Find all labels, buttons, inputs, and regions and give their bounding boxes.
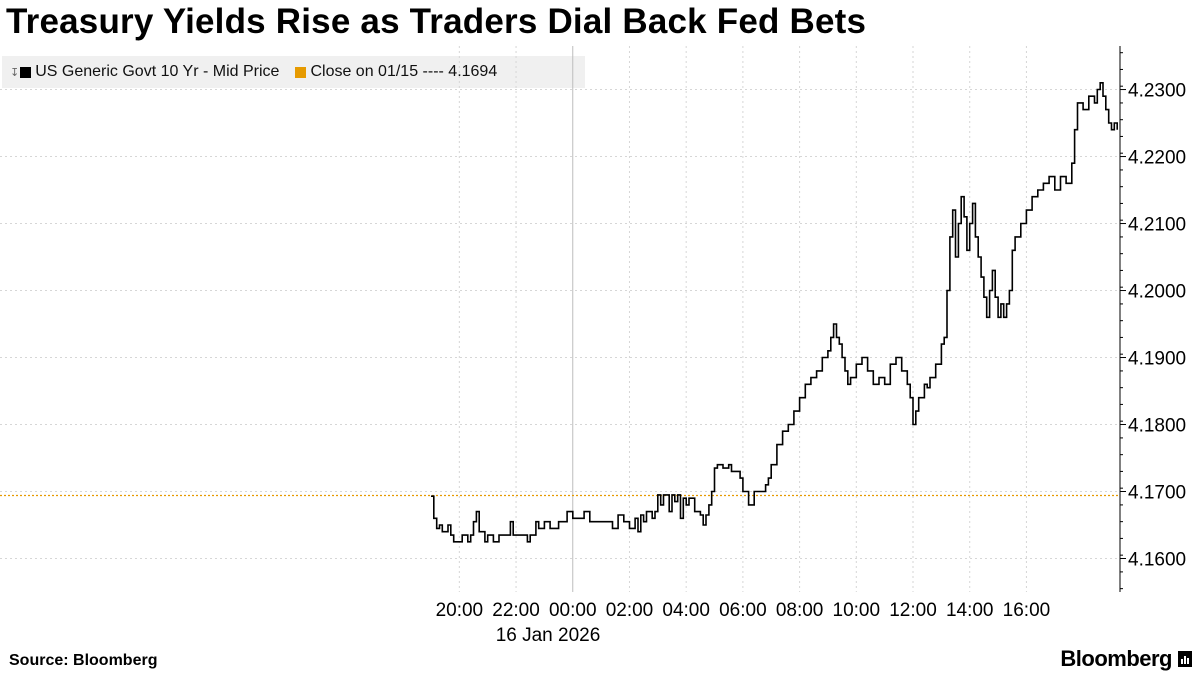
x-tick-label: 12:00 [889, 600, 937, 621]
y-tick-label: 4.2000 [1128, 282, 1186, 303]
x-date-label: 16 Jan 2026 [496, 625, 601, 646]
chart-title: Treasury Yields Rise as Traders Dial Bac… [6, 2, 867, 41]
legend-item-reference[interactable]: Close on 01/15 ---- 4.1694 [295, 63, 497, 81]
y-tick-label: 4.1700 [1128, 483, 1186, 504]
y-tick-label: 4.2100 [1128, 215, 1186, 236]
legend-swatch-series [20, 66, 32, 78]
legend-reference-label: Close on 01/15 ---- 4.1694 [310, 63, 498, 80]
chart-legend: ↧ US Generic Govt 10 Yr - Mid Price Clos… [2, 56, 585, 88]
legend-swatch-reference [295, 66, 307, 78]
legend-series-label: US Generic Govt 10 Yr - Mid Price [35, 63, 280, 80]
source-note: Source: Bloomberg [9, 652, 158, 669]
x-tick-label: 14:00 [946, 600, 994, 621]
x-tick-label: 00:00 [549, 600, 597, 621]
x-tick-label: 06:00 [719, 600, 767, 621]
x-tick-label: 08:00 [776, 600, 824, 621]
x-tick-label: 16:00 [1003, 600, 1051, 621]
bloomberg-badge-icon [1178, 651, 1192, 667]
y-tick-label: 4.2200 [1128, 148, 1186, 169]
x-tick-label: 20:00 [436, 600, 484, 621]
series-layer [430, 82, 1118, 543]
axes: 4.1600 4.1700 4.1800 4.1900 4.2000 4.2100 4.22… [436, 46, 1186, 646]
x-tick-label: 10:00 [833, 600, 881, 621]
y-tick-label: 4.2300 [1128, 81, 1186, 102]
grid-lines [0, 46, 1120, 592]
y-tick-label: 4.1900 [1128, 349, 1186, 370]
y-tick-label: 4.1800 [1128, 416, 1186, 437]
brand-logo: Bloomberg [1060, 646, 1192, 672]
x-tick-label: 04:00 [662, 600, 710, 621]
x-tick-label: 22:00 [492, 600, 540, 621]
pin-icon: ↧ [10, 66, 20, 79]
x-tick-label: 02:00 [606, 600, 654, 621]
y-tick-label: 4.1600 [1128, 550, 1186, 571]
brand-wordmark: Bloomberg [1060, 646, 1172, 671]
legend-item-series[interactable]: ↧ US Generic Govt 10 Yr - Mid Price [2, 63, 279, 81]
series-line-us-10yr [431, 82, 1118, 543]
